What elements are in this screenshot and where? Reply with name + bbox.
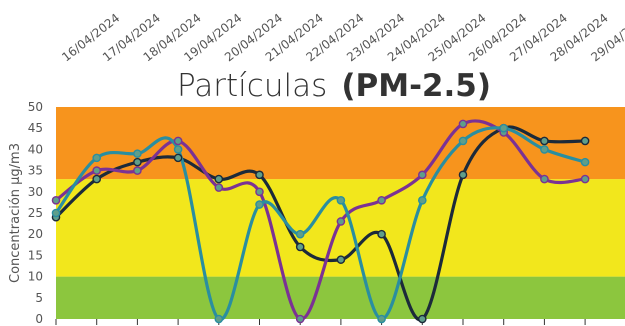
- data-point-0-10: [459, 171, 466, 178]
- data-point-2-3: [175, 146, 182, 153]
- data-point-2-0: [52, 209, 59, 216]
- data-point-0-1: [93, 175, 100, 182]
- x-axis-tick-labels: 16/04/202417/04/202418/04/202419/04/2024…: [59, 11, 625, 65]
- chart-title-bold: (PM-2.5): [341, 68, 491, 104]
- data-point-0-5: [256, 171, 263, 178]
- data-point-0-4: [215, 175, 222, 182]
- data-point-1-13: [582, 175, 589, 182]
- data-point-1-1: [93, 167, 100, 174]
- data-point-0-6: [297, 243, 304, 250]
- data-point-2-10: [459, 137, 466, 144]
- y-axis-tick-labels: 0 5 10 15 20 25 30 35 40 45 50: [28, 100, 43, 326]
- data-point-0-13: [582, 137, 589, 144]
- band-0: [56, 277, 625, 319]
- data-point-0-12: [541, 137, 548, 144]
- data-point-0-9: [419, 315, 426, 322]
- y-tick-label-6: 30: [28, 185, 43, 199]
- data-point-2-12: [541, 146, 548, 153]
- data-point-2-8: [378, 315, 385, 322]
- y-tick-label-0: 0: [35, 312, 43, 326]
- data-point-2-13: [582, 159, 589, 166]
- y-tick-label-2: 10: [28, 270, 43, 284]
- data-point-2-2: [134, 150, 141, 157]
- y-tick-label-3: 15: [28, 248, 43, 262]
- y-axis-label: Concentración µg/m3: [8, 143, 23, 283]
- data-point-1-3: [175, 137, 182, 144]
- data-point-0-7: [337, 256, 344, 263]
- y-tick-label-4: 20: [28, 227, 43, 241]
- data-point-2-6: [297, 231, 304, 238]
- data-point-1-0: [52, 197, 59, 204]
- data-point-2-11: [500, 125, 507, 132]
- y-tick-label-1: 5: [35, 291, 43, 305]
- data-point-1-2: [134, 167, 141, 174]
- data-point-1-10: [459, 120, 466, 127]
- chart-title-main: Partículas: [177, 68, 327, 104]
- y-tick-label-9: 45: [28, 121, 43, 135]
- y-tick-label-8: 40: [28, 142, 43, 156]
- data-point-1-7: [337, 218, 344, 225]
- x-axis-ticks: [56, 319, 585, 325]
- data-point-1-4: [215, 184, 222, 191]
- data-point-0-8: [378, 231, 385, 238]
- data-point-2-7: [337, 197, 344, 204]
- data-point-1-12: [541, 175, 548, 182]
- y-tick-label-7: 35: [28, 164, 43, 178]
- data-point-1-6: [297, 315, 304, 322]
- data-point-0-3: [175, 154, 182, 161]
- chart-title: Partículas (PM-2.5): [177, 68, 491, 104]
- data-point-1-5: [256, 188, 263, 195]
- data-point-2-9: [419, 197, 426, 204]
- y-tick-label-10: 50: [28, 100, 43, 114]
- data-point-2-5: [256, 201, 263, 208]
- y-tick-label-5: 25: [28, 206, 43, 220]
- data-point-1-8: [378, 197, 385, 204]
- data-point-2-1: [93, 154, 100, 161]
- data-point-0-2: [134, 159, 141, 166]
- data-point-2-4: [215, 315, 222, 322]
- data-point-1-9: [419, 171, 426, 178]
